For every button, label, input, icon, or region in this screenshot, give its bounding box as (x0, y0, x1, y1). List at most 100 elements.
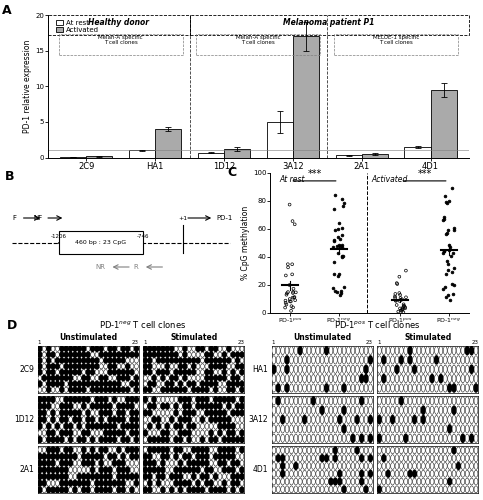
Circle shape (448, 462, 452, 469)
Circle shape (200, 430, 204, 436)
Circle shape (240, 424, 244, 429)
Circle shape (329, 356, 333, 364)
Circle shape (378, 416, 382, 424)
Point (331, 191, 339, 199)
Circle shape (196, 460, 200, 466)
Circle shape (174, 447, 178, 452)
Circle shape (192, 454, 196, 460)
Circle shape (209, 410, 213, 416)
Circle shape (369, 447, 372, 454)
Circle shape (38, 430, 42, 436)
Circle shape (47, 430, 51, 436)
Circle shape (209, 346, 213, 352)
Circle shape (73, 424, 77, 429)
Circle shape (236, 382, 240, 386)
Circle shape (73, 480, 77, 486)
Circle shape (218, 358, 222, 363)
Circle shape (421, 396, 425, 405)
Circle shape (404, 486, 408, 493)
Circle shape (43, 346, 46, 352)
Circle shape (316, 346, 320, 354)
Circle shape (281, 416, 284, 424)
Circle shape (218, 480, 222, 486)
Circle shape (412, 434, 416, 442)
Circle shape (360, 470, 364, 477)
Circle shape (170, 480, 174, 486)
Circle shape (285, 406, 289, 414)
Point (440, 216, 447, 224)
Circle shape (316, 454, 320, 462)
Circle shape (240, 460, 244, 466)
Circle shape (231, 346, 235, 352)
Circle shape (77, 487, 81, 493)
Circle shape (99, 404, 103, 409)
Circle shape (456, 406, 460, 414)
Circle shape (209, 358, 213, 363)
Circle shape (143, 364, 147, 369)
Circle shape (364, 416, 368, 424)
Text: 2C9: 2C9 (19, 365, 34, 374)
Circle shape (165, 424, 169, 429)
Circle shape (99, 364, 103, 369)
Circle shape (174, 396, 178, 402)
Circle shape (86, 447, 90, 452)
Circle shape (86, 416, 90, 422)
Circle shape (165, 416, 169, 422)
Circle shape (192, 352, 196, 357)
Circle shape (108, 487, 112, 493)
Circle shape (342, 434, 346, 442)
Circle shape (461, 425, 465, 433)
Circle shape (64, 396, 68, 402)
Circle shape (179, 416, 183, 422)
Circle shape (355, 346, 359, 354)
Circle shape (285, 486, 289, 493)
Circle shape (192, 424, 196, 429)
Circle shape (77, 396, 81, 402)
Circle shape (134, 436, 138, 442)
Circle shape (134, 370, 138, 375)
Circle shape (236, 410, 240, 416)
Circle shape (378, 374, 382, 382)
Circle shape (231, 467, 235, 473)
Text: ***: *** (307, 170, 322, 179)
Circle shape (174, 382, 178, 386)
Circle shape (347, 384, 351, 392)
Circle shape (443, 396, 447, 405)
Point (286, 200, 294, 208)
Circle shape (174, 460, 178, 466)
Point (445, 197, 453, 205)
Circle shape (134, 387, 138, 392)
Circle shape (325, 425, 328, 433)
Circle shape (316, 447, 320, 454)
Circle shape (325, 384, 328, 392)
Circle shape (43, 460, 46, 466)
Circle shape (465, 470, 469, 477)
Circle shape (47, 370, 51, 375)
Circle shape (236, 474, 240, 480)
Circle shape (236, 487, 240, 493)
Circle shape (218, 376, 222, 380)
Circle shape (329, 434, 333, 442)
Circle shape (285, 365, 289, 374)
Circle shape (386, 384, 390, 392)
Point (339, 252, 346, 260)
Circle shape (104, 436, 108, 442)
Circle shape (223, 404, 227, 409)
Circle shape (126, 430, 129, 436)
Circle shape (126, 454, 129, 460)
Circle shape (99, 436, 103, 442)
Circle shape (174, 358, 178, 363)
Circle shape (452, 384, 456, 392)
Circle shape (412, 356, 416, 364)
Circle shape (281, 470, 284, 477)
Circle shape (355, 462, 359, 469)
Circle shape (404, 396, 408, 405)
Circle shape (298, 356, 302, 364)
Circle shape (329, 470, 333, 477)
Circle shape (108, 376, 112, 380)
Circle shape (223, 358, 227, 363)
Circle shape (421, 478, 425, 485)
Circle shape (369, 346, 372, 354)
Circle shape (430, 406, 434, 414)
Circle shape (227, 460, 231, 466)
